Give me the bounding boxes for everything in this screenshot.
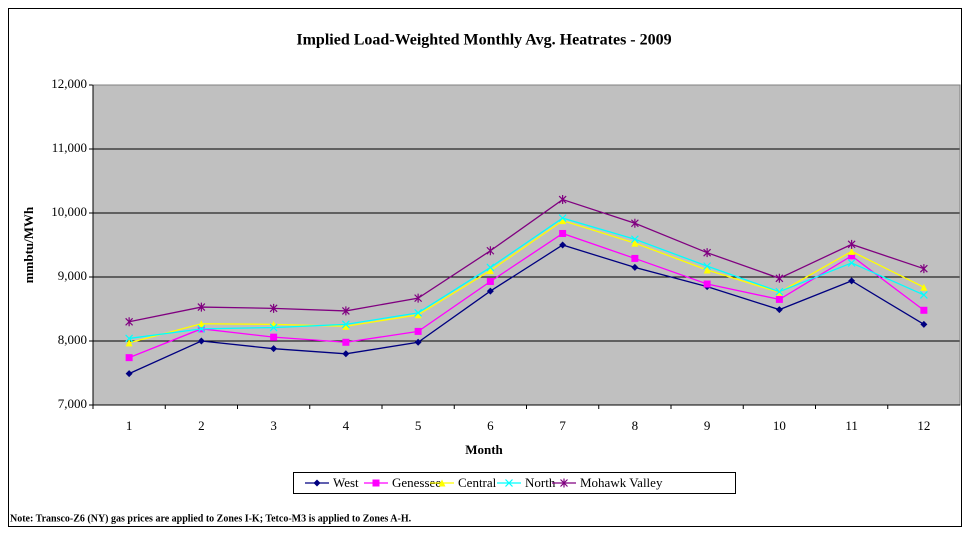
marker xyxy=(703,262,712,271)
marker xyxy=(270,333,278,341)
x-tick-label: 10 xyxy=(773,418,786,433)
marker xyxy=(197,337,205,345)
marker xyxy=(125,354,133,362)
x-tick-label: 6 xyxy=(487,418,494,433)
marker xyxy=(313,479,321,487)
marker xyxy=(341,306,350,316)
marker xyxy=(125,339,133,347)
marker xyxy=(775,306,783,314)
marker xyxy=(372,479,380,487)
marker xyxy=(438,479,446,487)
marker xyxy=(197,320,205,328)
x-tick-label: 1 xyxy=(126,418,133,433)
x-tick-label: 5 xyxy=(415,418,422,433)
y-tick-label: 9,000 xyxy=(58,268,87,283)
marker xyxy=(197,302,206,312)
marker xyxy=(631,239,639,247)
marker xyxy=(631,254,639,262)
x-tick-label: 9 xyxy=(704,418,711,433)
x-tick-label: 11 xyxy=(845,418,858,433)
marker xyxy=(414,311,422,319)
marker xyxy=(505,479,513,487)
marker xyxy=(775,295,783,303)
marker xyxy=(341,320,350,329)
marker xyxy=(559,241,567,249)
marker xyxy=(919,290,928,299)
x-tick-label: 7 xyxy=(559,418,566,433)
x-tick-label: 8 xyxy=(632,418,639,433)
chart-title: Implied Load-Weighted Monthly Avg. Heatr… xyxy=(296,32,671,49)
legend-label: West xyxy=(333,475,359,490)
marker xyxy=(414,338,422,346)
marker xyxy=(486,277,494,285)
marker xyxy=(342,350,350,358)
marker xyxy=(848,252,856,260)
legend-label: Genessee xyxy=(392,475,441,490)
marker xyxy=(558,195,567,205)
legend-label: North xyxy=(525,475,556,490)
marker xyxy=(269,303,278,313)
marker xyxy=(414,327,422,335)
marker xyxy=(920,320,928,328)
y-tick-label: 8,000 xyxy=(58,332,87,347)
marker xyxy=(269,323,278,332)
marker xyxy=(125,370,133,378)
marker xyxy=(486,287,494,295)
marker xyxy=(125,317,134,327)
marker xyxy=(920,283,928,291)
x-tick-label: 2 xyxy=(198,418,205,433)
marker xyxy=(486,263,495,272)
y-axis-label: mmbtu/MWh xyxy=(21,206,36,283)
series-line xyxy=(128,232,925,359)
y-tick-label: 7,000 xyxy=(58,396,87,411)
marker xyxy=(197,324,206,333)
marker xyxy=(486,267,494,275)
marker xyxy=(486,246,495,256)
y-tick-label: 10,000 xyxy=(51,204,87,219)
y-tick-label: 12,000 xyxy=(51,76,87,91)
x-tick-label: 12 xyxy=(917,418,930,433)
x-axis-label: Month xyxy=(465,442,503,457)
series-line xyxy=(128,219,925,344)
marker xyxy=(560,478,568,488)
marker xyxy=(414,308,423,317)
series-line xyxy=(128,244,925,375)
x-tick-label: 3 xyxy=(270,418,277,433)
marker xyxy=(342,322,350,330)
marker xyxy=(125,334,134,343)
marker xyxy=(703,266,711,274)
marker xyxy=(630,218,639,228)
series-line xyxy=(129,217,925,340)
marker xyxy=(630,235,639,244)
marker xyxy=(342,338,350,346)
marker xyxy=(559,217,567,225)
legend-label: Mohawk Valley xyxy=(580,475,663,490)
marker xyxy=(559,229,567,237)
marker xyxy=(775,287,784,296)
marker xyxy=(703,248,712,258)
marker xyxy=(848,247,856,255)
marker xyxy=(775,273,784,283)
marker xyxy=(703,280,711,288)
marker xyxy=(631,263,639,271)
series-line xyxy=(128,198,925,323)
marker xyxy=(847,258,856,267)
x-tick-label: 4 xyxy=(343,418,350,433)
marker xyxy=(920,306,928,314)
marker xyxy=(270,345,278,353)
marker xyxy=(558,214,567,223)
marker xyxy=(847,239,856,249)
legend-label: Central xyxy=(458,475,497,490)
marker xyxy=(919,264,928,274)
y-tick-label: 11,000 xyxy=(52,140,87,155)
note: Note: Transco-Z6 (NY) gas prices are app… xyxy=(10,513,412,524)
marker xyxy=(414,293,423,303)
marker xyxy=(848,277,856,285)
